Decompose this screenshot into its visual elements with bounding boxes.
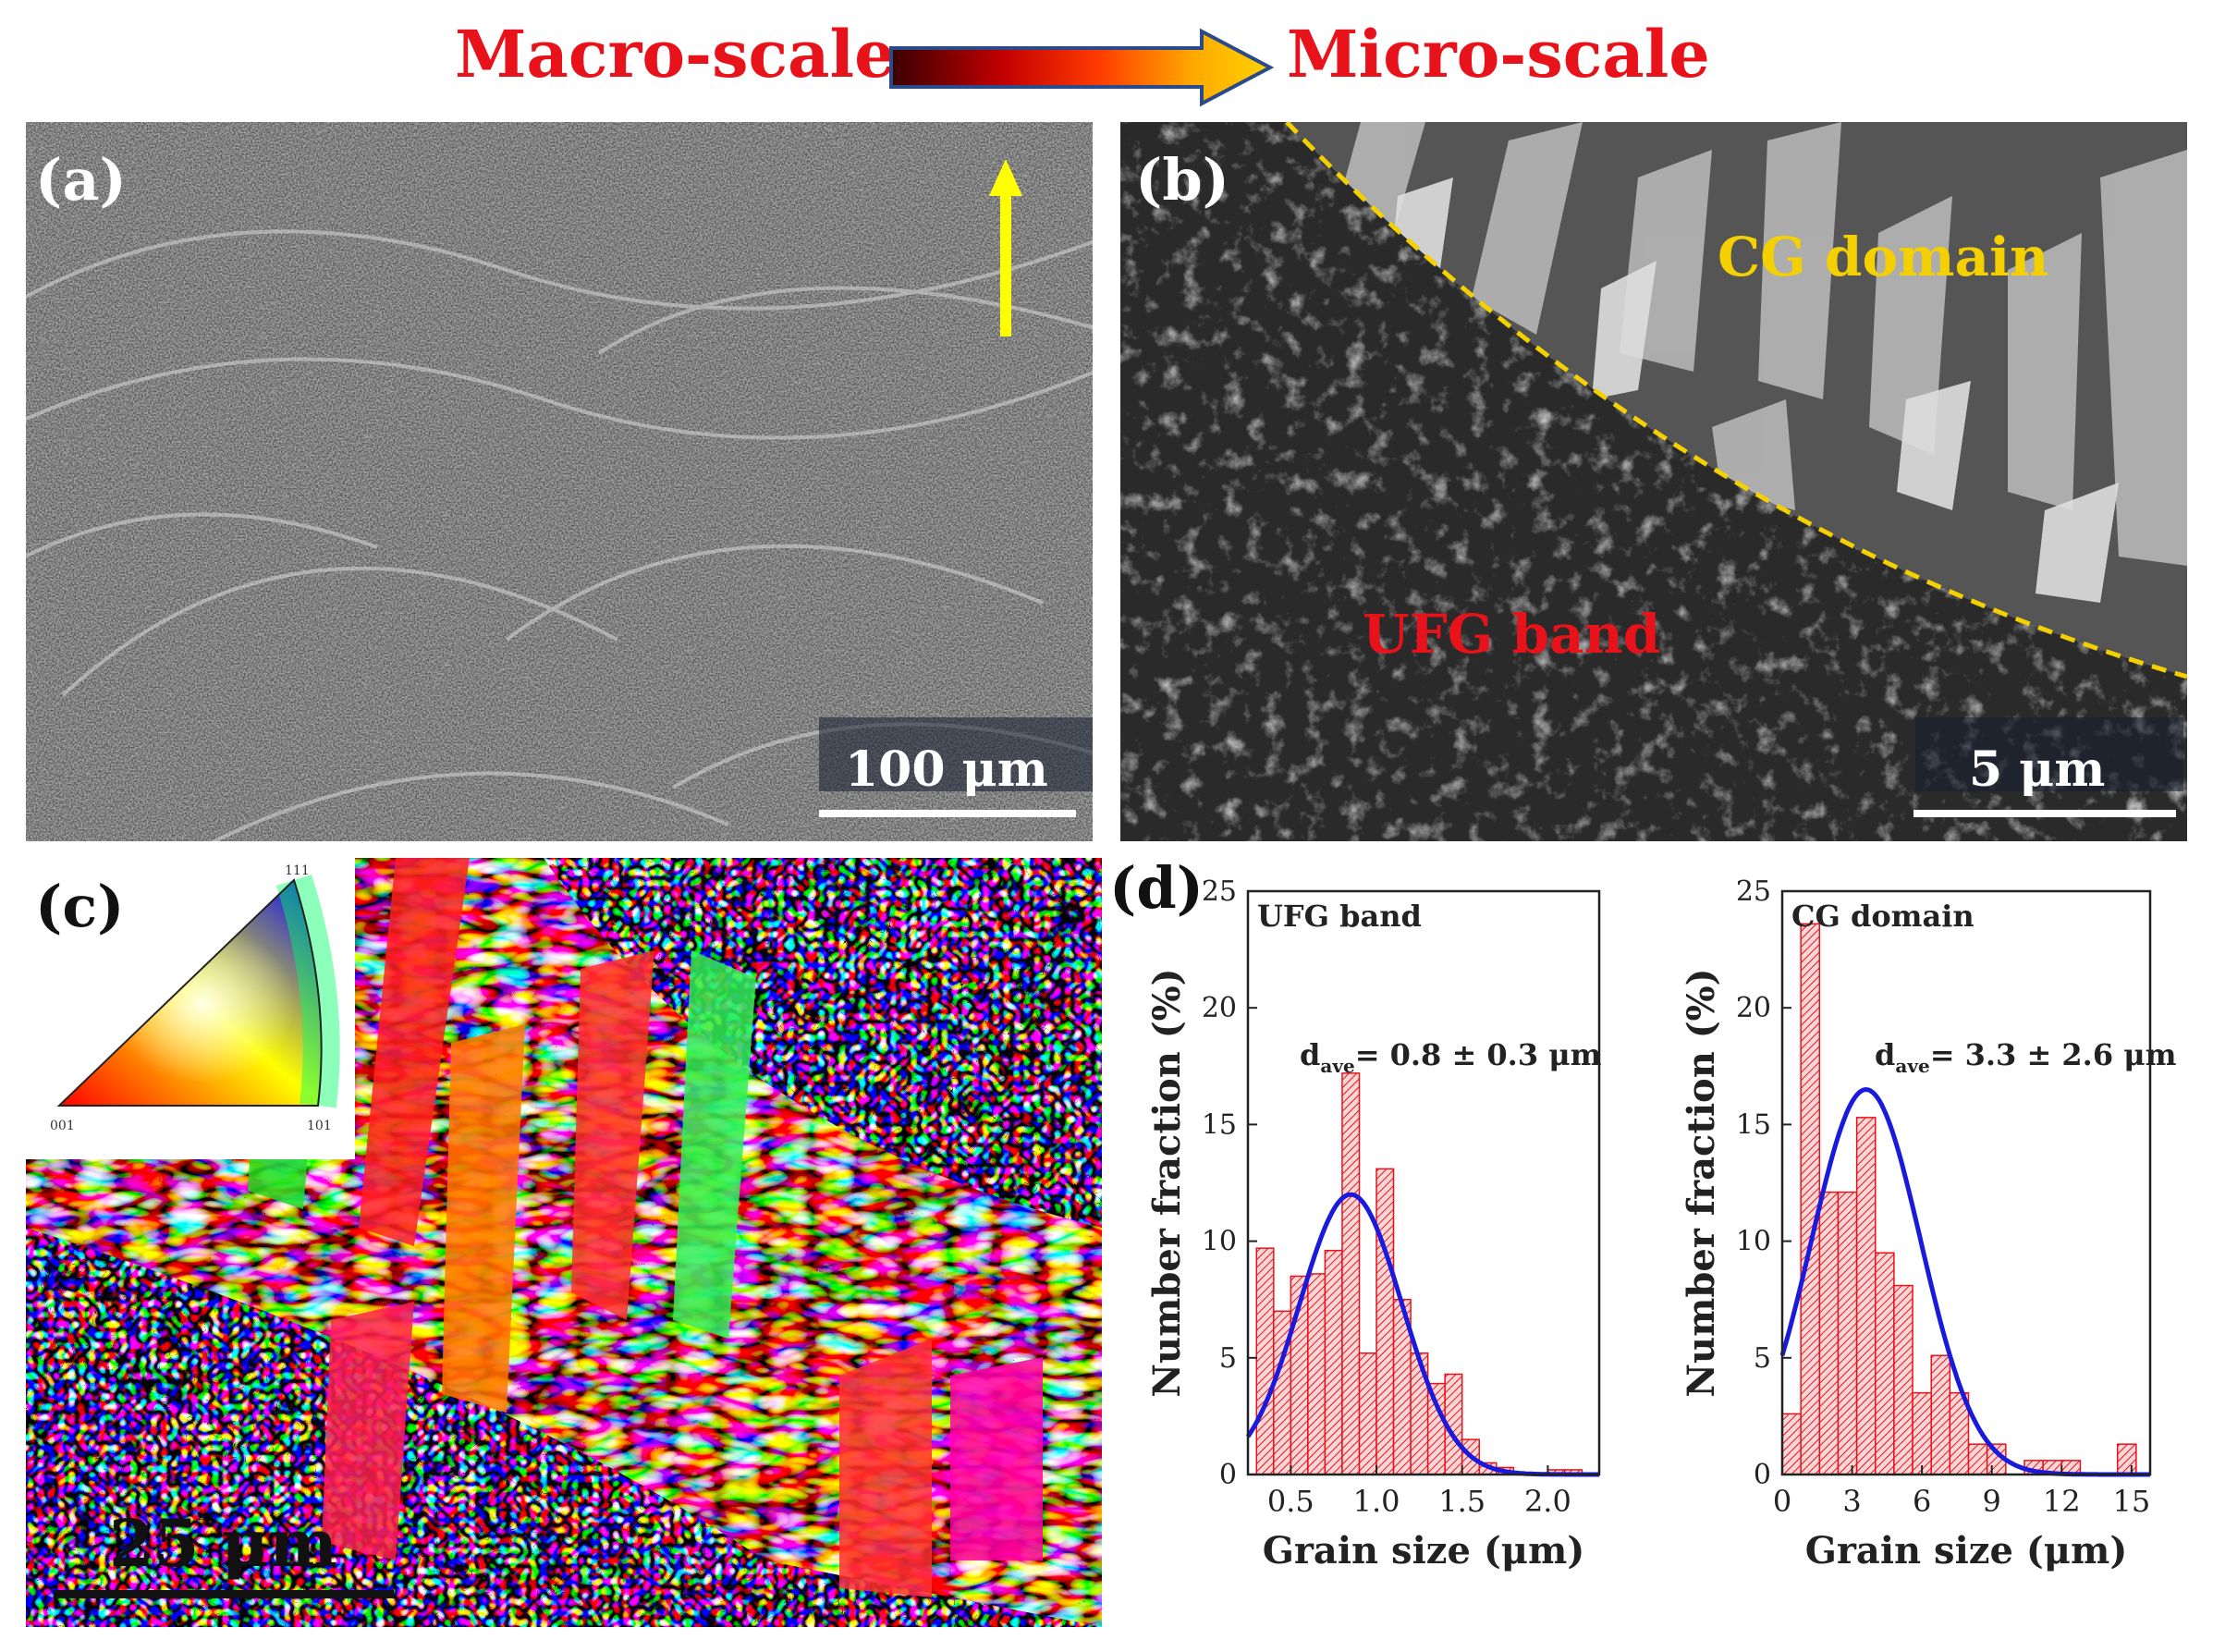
x-tick-label: 3	[1842, 1484, 1861, 1519]
x-axis-label: Grain size (μm)	[1263, 1529, 1585, 1572]
header-right-label: Micro-scale	[1287, 16, 1710, 92]
mean-size-annotation: dave= 0.8 ± 0.3 μm	[1300, 1037, 1602, 1077]
panel-d-label: (d)	[1109, 854, 1204, 922]
x-tick-label: 15	[2112, 1484, 2150, 1519]
panel-a-label: (a)	[35, 146, 127, 214]
y-tick-label: 15	[1202, 1108, 1237, 1141]
y-axis-label: Number fraction (%)	[1680, 968, 1723, 1397]
panel-b-sem-image: (b) CG domain UFG band 5 μm	[1120, 122, 2187, 841]
panel-a-scale-bar-label: 100 μm	[845, 741, 1048, 798]
x-tick-label: 1.0	[1353, 1484, 1400, 1519]
y-tick-label: 5	[1219, 1342, 1237, 1375]
y-tick-label: 25	[1202, 875, 1237, 908]
y-tick-label: 10	[1202, 1226, 1237, 1258]
x-axis-label: Grain size (μm)	[1805, 1529, 2128, 1572]
histogram-bar	[1837, 1191, 1858, 1475]
chart-title: CG domain	[1791, 899, 1975, 934]
plot-frame	[1780, 889, 2152, 1476]
panel-c-scale-bar	[54, 1590, 394, 1598]
ufg-band-label: UFG band	[1363, 603, 1661, 666]
panel-b-scale-bar	[1913, 810, 2176, 817]
y-tick-label: 0	[1219, 1459, 1237, 1491]
y-tick-label: 20	[1736, 992, 1771, 1024]
plot-frame	[1246, 889, 1601, 1476]
scale-bar-box	[1915, 717, 2183, 791]
histogram-bar	[1855, 1117, 1877, 1475]
panel-c-scale-bar-label: 25 μm	[109, 1505, 338, 1582]
y-tick-label: 15	[1736, 1108, 1771, 1141]
histogram-bar	[1912, 1391, 1932, 1475]
y-tick-label: 10	[1736, 1226, 1771, 1258]
panel-b-label: (b)	[1135, 146, 1230, 214]
histogram-bar	[1324, 1249, 1343, 1475]
y-tick-label: 0	[1754, 1459, 1771, 1491]
arrow-up-icon	[989, 159, 1022, 337]
histogram-bar	[1255, 1247, 1275, 1475]
histogram-bar	[1967, 1443, 1988, 1475]
histogram-bar	[1307, 1273, 1327, 1475]
ipf-corner-111: 111	[285, 863, 310, 878]
histogram-bar	[1375, 1168, 1395, 1475]
histogram-bar	[1818, 1191, 1840, 1475]
histogram-bar	[2116, 1443, 2137, 1475]
histogram-bar	[1930, 1354, 1951, 1475]
y-tick-label: 5	[1754, 1342, 1771, 1375]
histogram-bar	[1358, 1352, 1377, 1475]
mean-size-annotation: dave= 3.3 ± 2.6 μm	[1875, 1037, 2177, 1077]
panel-a-sem-image: (a) 100 μm	[26, 122, 1093, 841]
histogram-ufg-band: 0 5 10 15 20 25 0.5 1.0 1.5 2.0 UFG band dave= 0.8 …	[1145, 875, 1602, 1572]
x-tick-label: 12	[2043, 1484, 2081, 1519]
x-tick-label: 2.0	[1524, 1484, 1571, 1519]
cg-domain-label: CG domain	[1718, 226, 2049, 288]
y-axis-label: Number fraction (%)	[1145, 968, 1189, 1397]
histogram-cg-domain: 0 5 10 15 20 25 0 3 6 9 12 15 CG domain dave= 3.3 ± 2…	[1680, 875, 2177, 1572]
panel-b-scale-bar-label: 5 μm	[1969, 741, 2106, 798]
histogram-bar	[1875, 1252, 1895, 1475]
header-left-label: Macro-scale	[455, 16, 896, 92]
scale-bar-box	[819, 717, 1093, 791]
chart-title: UFG band	[1257, 899, 1422, 934]
ipf-corner-001: 001	[50, 1119, 75, 1133]
x-tick-label: 1.5	[1438, 1484, 1486, 1519]
histogram-bar	[1341, 1072, 1361, 1475]
x-tick-label: 0.5	[1267, 1484, 1314, 1519]
histogram-bar	[1426, 1382, 1446, 1475]
panel-c-label: (c)	[35, 873, 125, 940]
ipf-corner-101: 101	[307, 1119, 332, 1133]
arrow-right-icon	[889, 28, 1275, 107]
y-tick-label: 20	[1202, 992, 1237, 1024]
panel-a-scale-bar	[819, 810, 1076, 817]
histogram-bar	[1800, 923, 1821, 1475]
x-tick-label: 9	[1983, 1484, 2001, 1519]
panel-c-ebsd-map: 001 101 111 (c) 25 μm	[26, 858, 1102, 1627]
histogram-bar	[1893, 1284, 1913, 1475]
x-tick-label: 6	[1913, 1484, 1931, 1519]
x-tick-label: 0	[1773, 1484, 1791, 1519]
histogram-bar	[1781, 1413, 1802, 1475]
y-tick-label: 25	[1736, 875, 1771, 908]
